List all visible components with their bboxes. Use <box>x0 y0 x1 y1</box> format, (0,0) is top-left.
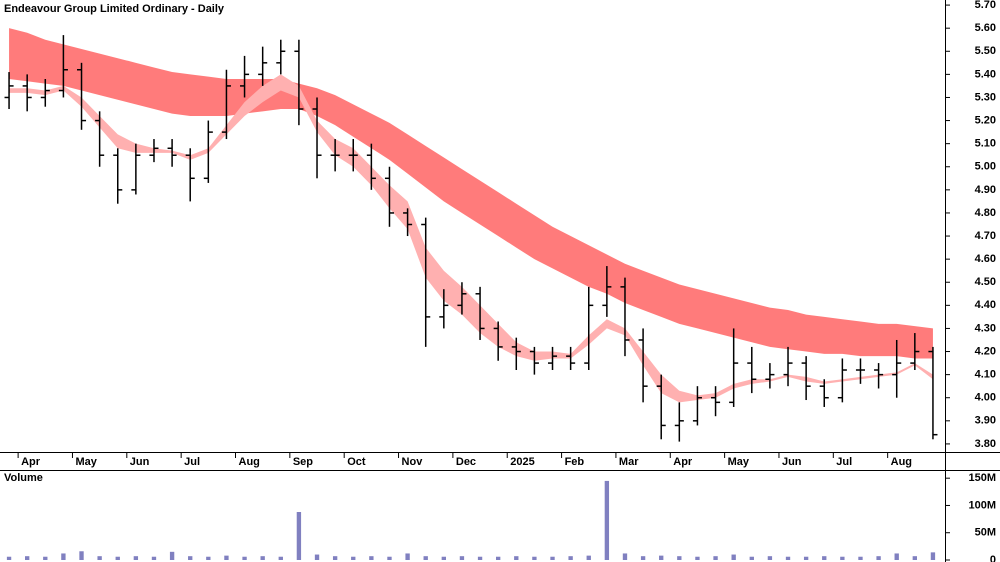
y-tick-label: 5.00 <box>975 161 996 173</box>
x-tick-label: Oct <box>347 456 366 468</box>
y-tick-label: 5.20 <box>975 114 996 126</box>
x-tick-label: Nov <box>402 456 424 468</box>
volume-bar <box>532 556 537 560</box>
x-tick-label: Feb <box>565 456 585 468</box>
volume-bar <box>79 551 84 560</box>
volume-bar <box>332 556 338 560</box>
volume-bar <box>894 553 899 560</box>
x-tick-label: Jun <box>130 456 150 468</box>
volume-bar <box>43 556 48 560</box>
volume-bar <box>586 555 591 560</box>
volume-bar <box>803 556 809 560</box>
volume-bar <box>97 556 102 560</box>
volume-bar <box>622 553 628 560</box>
x-tick-label: Jul <box>836 456 852 468</box>
volume-bar <box>296 512 302 560</box>
x-tick-label: 2025 <box>510 456 534 468</box>
y-tick-label: 4.00 <box>975 392 996 404</box>
volume-bar <box>568 556 573 560</box>
volume-bar <box>278 556 283 560</box>
y-tick-label: 100M <box>968 499 996 511</box>
volume-bar <box>495 556 501 560</box>
x-tick-label: Aug <box>891 456 912 468</box>
volume-bar <box>441 556 447 560</box>
y-tick-label: 3.90 <box>975 415 996 427</box>
volume-bar <box>822 556 827 560</box>
volume-bar <box>24 556 30 560</box>
x-tick-label: Jul <box>184 456 200 468</box>
y-tick-label: 5.10 <box>975 138 996 150</box>
x-tick-label: Jun <box>782 456 802 468</box>
y-tick-label: 4.80 <box>975 207 996 219</box>
y-tick-label: 5.50 <box>975 45 996 57</box>
volume-bar <box>151 556 157 560</box>
volume-bar <box>206 556 211 560</box>
y-tick-label: 5.30 <box>975 91 996 103</box>
volume-bar <box>314 554 320 560</box>
volume-bar <box>61 553 66 560</box>
x-tick-label: Dec <box>456 456 476 468</box>
y-tick-label: 4.40 <box>975 299 996 311</box>
volume-bar <box>876 556 881 560</box>
volume-bar <box>677 556 682 560</box>
volume-bar <box>477 556 483 560</box>
y-tick-label: 5.40 <box>975 68 996 80</box>
x-tick-label: Sep <box>293 456 313 468</box>
volume-bar <box>713 556 718 560</box>
y-tick-label: 3.80 <box>975 438 996 450</box>
x-tick-label: May <box>75 456 97 468</box>
volume-bar <box>912 556 918 560</box>
volume-bar <box>6 556 12 560</box>
volume-bar <box>767 556 773 560</box>
volume-bar <box>133 556 139 560</box>
volume-bar <box>731 554 736 560</box>
y-tick-label: 4.50 <box>975 276 996 288</box>
volume-bar <box>115 556 120 560</box>
volume-bar <box>749 556 754 560</box>
y-tick-label: 4.30 <box>975 322 996 334</box>
x-tick-label: Apr <box>21 456 41 468</box>
y-tick-label: 5.60 <box>975 22 996 34</box>
volume-bar <box>369 556 374 560</box>
y-tick-label: 4.10 <box>975 369 996 381</box>
volume-bar <box>260 556 265 560</box>
volume-bar <box>242 556 247 560</box>
volume-bar <box>695 556 700 560</box>
y-tick-label: 4.90 <box>975 184 996 196</box>
volume-bar <box>169 551 175 560</box>
y-tick-label: 150M <box>968 472 996 484</box>
volume-bar <box>930 552 936 560</box>
volume-bar <box>840 556 845 560</box>
y-tick-label: 0 <box>990 554 996 562</box>
volume-bar <box>550 556 555 560</box>
volume-bar <box>659 555 664 560</box>
volume-bar <box>604 480 610 560</box>
volume-bar <box>459 556 465 560</box>
volume-bar <box>351 556 356 560</box>
volume-bar <box>387 556 392 560</box>
volume-bar <box>858 556 863 560</box>
x-tick-label: Mar <box>619 456 639 468</box>
y-tick-label: 4.20 <box>975 345 996 357</box>
volume-bar <box>514 556 519 560</box>
y-tick-label: 4.60 <box>975 253 996 265</box>
y-tick-label: 50M <box>975 527 996 539</box>
volume-bar <box>405 553 410 560</box>
x-tick-label: Apr <box>673 456 693 468</box>
y-tick-label: 4.70 <box>975 230 996 242</box>
x-tick-label: May <box>728 456 750 468</box>
volume-bar <box>640 556 646 560</box>
volume-bar <box>785 556 791 560</box>
panel-title: Endeavour Group Limited Ordinary - Daily <box>4 3 225 15</box>
volume-bar <box>224 555 229 560</box>
panel-title: Volume <box>4 472 43 484</box>
x-tick-label: Aug <box>239 456 260 468</box>
volume-bar <box>423 556 428 560</box>
y-tick-label: 5.70 <box>975 0 996 11</box>
volume-bar <box>188 556 193 560</box>
